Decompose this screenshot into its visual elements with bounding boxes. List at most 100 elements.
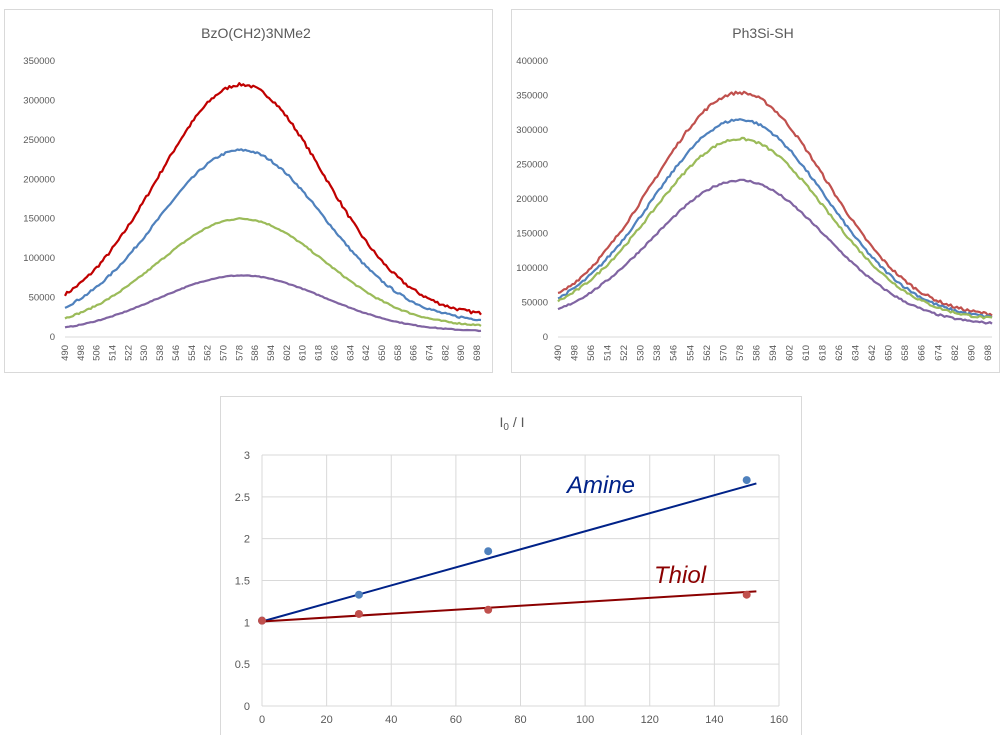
x-tick-label: 80 bbox=[514, 714, 526, 726]
series-line-2 bbox=[64, 148, 482, 322]
data-point-thiol bbox=[258, 616, 266, 625]
trendline-thiol bbox=[261, 590, 757, 623]
y-tick-label: 150000 bbox=[23, 214, 55, 225]
x-tick-label: 538 bbox=[652, 345, 663, 361]
x-tick-label: 506 bbox=[586, 345, 597, 361]
x-tick-label: 522 bbox=[619, 345, 630, 361]
chart-panel-ratio: I0 / I 0 20 40 60 80 100 120 140 160 0 0.5 1 1.5 2 2.5… bbox=[220, 396, 802, 735]
x-tick-label: 634 bbox=[851, 345, 862, 361]
x-tick-label: 514 bbox=[108, 345, 119, 361]
x-tick-label: 666 bbox=[917, 345, 928, 361]
chart-title: Ph3Si-SH bbox=[732, 25, 793, 41]
y-tick-label: 200000 bbox=[516, 194, 548, 205]
x-tick-label: 610 bbox=[801, 345, 812, 361]
x-tick-label: 602 bbox=[784, 345, 795, 361]
y-tick-label: 250000 bbox=[516, 160, 548, 171]
spectrum-chart-bzo: BzO(CH2)3NMe2 0 50000 100000 150000 200000 25… bbox=[23, 25, 483, 361]
x-tick-label: 538 bbox=[155, 345, 166, 361]
chart-title: I0 / I bbox=[499, 414, 524, 433]
data-point-amine bbox=[484, 547, 493, 556]
y-tick-label: 2.5 bbox=[235, 492, 250, 504]
x-tick-label: 514 bbox=[603, 345, 614, 361]
x-tick-label: 498 bbox=[76, 345, 87, 361]
x-tick-label: 498 bbox=[570, 345, 581, 361]
y-tick-label: 3 bbox=[244, 450, 250, 462]
y-tick-label: 100000 bbox=[23, 253, 55, 264]
y-tick-label: 2 bbox=[244, 534, 250, 546]
x-tick-label: 650 bbox=[884, 345, 895, 361]
series-line-3 bbox=[64, 217, 482, 327]
x-tick-label: 698 bbox=[983, 345, 994, 361]
series-line-1 bbox=[64, 82, 482, 316]
x-tick-label: 554 bbox=[685, 345, 696, 361]
y-tick-label: 0 bbox=[244, 701, 250, 713]
x-tick-label: 140 bbox=[705, 714, 723, 726]
y-tick-label: 100000 bbox=[516, 263, 548, 274]
data-point-thiol bbox=[354, 609, 363, 618]
x-tick-label: 562 bbox=[203, 345, 214, 361]
x-tick-label: 602 bbox=[282, 345, 293, 361]
series-annotation-amine: Amine bbox=[565, 472, 635, 499]
y-tick-label: 350000 bbox=[23, 56, 55, 67]
y-tick-label: 250000 bbox=[23, 135, 55, 146]
trendline-amine bbox=[261, 482, 757, 623]
x-tick-label: 60 bbox=[450, 714, 462, 726]
y-tick-label: 300000 bbox=[516, 125, 548, 136]
x-tick-label: 690 bbox=[966, 345, 977, 361]
y-tick-label: 1.5 bbox=[235, 576, 250, 588]
x-tick-label: 160 bbox=[770, 714, 788, 726]
series-line-1 bbox=[557, 90, 993, 317]
chart-title: BzO(CH2)3NMe2 bbox=[201, 25, 311, 41]
chart-panel-bzo: BzO(CH2)3NMe2 0 50000 100000 150000 200000 25… bbox=[4, 9, 493, 373]
y-tick-label: 50000 bbox=[29, 293, 55, 304]
x-tick-label: 100 bbox=[576, 714, 594, 726]
y-tick-label: 200000 bbox=[23, 174, 55, 185]
x-tick-label: 626 bbox=[329, 345, 340, 361]
x-tick-label: 658 bbox=[393, 345, 404, 361]
x-tick-label: 120 bbox=[641, 714, 659, 726]
x-tick-label: 570 bbox=[718, 345, 729, 361]
x-tick-label: 682 bbox=[950, 345, 961, 361]
y-tick-label: 50000 bbox=[522, 298, 548, 309]
x-tick-label: 586 bbox=[250, 345, 261, 361]
x-tick-label: 586 bbox=[751, 345, 762, 361]
x-tick-label: 690 bbox=[456, 345, 467, 361]
x-tick-label: 490 bbox=[553, 345, 564, 361]
x-tick-label: 20 bbox=[321, 714, 333, 726]
x-tick-label: 40 bbox=[385, 714, 397, 726]
y-tick-label: 0 bbox=[50, 332, 55, 343]
data-point-amine bbox=[742, 476, 751, 485]
data-point-thiol bbox=[484, 605, 493, 614]
x-tick-label: 674 bbox=[933, 345, 944, 361]
x-tick-label: 578 bbox=[735, 345, 746, 361]
x-tick-label: 618 bbox=[818, 345, 829, 361]
x-tick-label: 650 bbox=[377, 345, 388, 361]
x-tick-label: 610 bbox=[298, 345, 309, 361]
x-tick-label: 658 bbox=[900, 345, 911, 361]
x-tick-label: 642 bbox=[867, 345, 878, 361]
x-tick-label: 530 bbox=[139, 345, 150, 361]
chart-panel-ph3si: Ph3Si-SH 0 50000 100000 150000 200000 250000 3… bbox=[511, 9, 1000, 373]
series-line-2 bbox=[557, 118, 993, 319]
x-tick-label: 490 bbox=[60, 345, 71, 361]
x-tick-label: 642 bbox=[361, 345, 372, 361]
ratio-chart: I0 / I 0 20 40 60 80 100 120 140 160 0 0.5 1 1.5 2 2.5… bbox=[235, 414, 788, 726]
x-tick-label: 626 bbox=[834, 345, 845, 361]
x-tick-label: 554 bbox=[187, 345, 198, 361]
x-tick-label: 594 bbox=[768, 345, 779, 361]
x-tick-label: 522 bbox=[123, 345, 134, 361]
x-tick-label: 546 bbox=[171, 345, 182, 361]
series-line-4 bbox=[557, 178, 993, 325]
y-tick-label: 0 bbox=[543, 332, 548, 343]
y-tick-label: 400000 bbox=[516, 56, 548, 67]
x-tick-label: 594 bbox=[266, 345, 277, 361]
series-line-4 bbox=[64, 274, 482, 333]
x-tick-label: 674 bbox=[424, 345, 435, 361]
x-tick-label: 506 bbox=[92, 345, 103, 361]
data-point-amine bbox=[354, 590, 363, 599]
y-tick-label: 350000 bbox=[516, 91, 548, 102]
x-tick-label: 0 bbox=[259, 714, 265, 726]
x-tick-label: 546 bbox=[669, 345, 680, 361]
x-tick-label: 530 bbox=[636, 345, 647, 361]
x-tick-label: 578 bbox=[234, 345, 245, 361]
